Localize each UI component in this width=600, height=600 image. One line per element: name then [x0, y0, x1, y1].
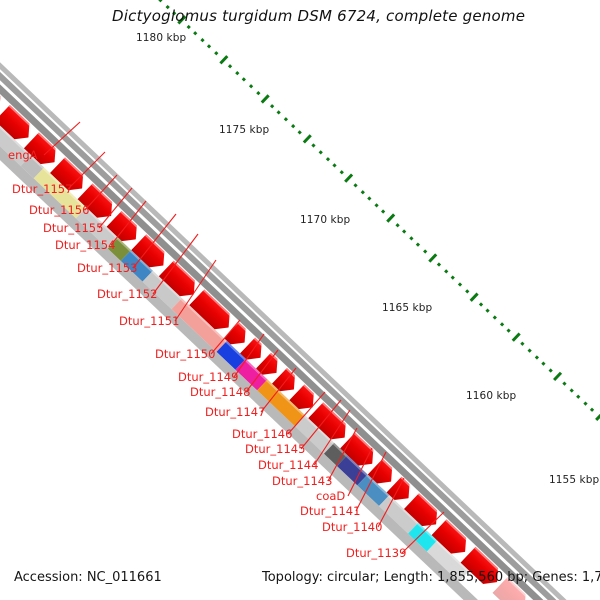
ruler-tick-minor: [541, 361, 546, 366]
gene-label[interactable]: Dtur_1140: [322, 520, 383, 534]
ruler-tick-minor: [318, 150, 323, 155]
ruler-tick-minor: [485, 308, 490, 314]
ruler-tick-minor: [228, 64, 233, 69]
ruler-tick-minor: [325, 156, 330, 162]
ruler-tick-minor: [193, 31, 198, 36]
ruler-tick-minor: [353, 183, 358, 188]
ruler-tick-minor: [290, 123, 295, 129]
ruler-tick-minor: [423, 249, 428, 254]
ruler-tick-minor: [499, 322, 504, 327]
gene-label[interactable]: Dtur_1143: [272, 474, 333, 488]
ruler-tick-minor: [569, 388, 574, 393]
gene-label[interactable]: Dtur_1157: [12, 182, 73, 196]
gene-label[interactable]: Dtur_1146: [232, 427, 293, 441]
gene-label[interactable]: Dtur_1148: [190, 385, 251, 399]
ruler-tick-major: [511, 332, 521, 342]
topology-text: Topology: circular; Length: 1,855,560 bp…: [262, 570, 600, 585]
ruler-label: 1160 kbp: [466, 390, 517, 402]
gene-label[interactable]: Dtur_1156: [29, 203, 90, 217]
ruler-tick-minor: [214, 51, 219, 56]
ruler-tick-major: [553, 371, 563, 382]
ruler-tick-minor: [464, 288, 470, 294]
gene-label[interactable]: Dtur_1144: [258, 458, 319, 472]
ruler-label: 1180 kbp: [136, 32, 187, 44]
ruler-tick-minor: [457, 282, 463, 287]
gene-label[interactable]: Dtur_1151: [119, 314, 180, 328]
ruler-tick-minor: [297, 130, 302, 135]
gene-label[interactable]: Dtur_1149: [178, 370, 239, 384]
ruler-tick-major: [469, 292, 479, 303]
ruler-label: 1175 kbp: [219, 124, 270, 136]
ruler-tick-minor: [590, 407, 595, 413]
ruler-tick-minor: [248, 84, 254, 89]
ruler-tick-minor: [450, 275, 456, 281]
ruler-tick-minor: [409, 236, 414, 241]
ruler-tick-major: [427, 253, 438, 263]
ruler-tick-minor: [235, 70, 240, 76]
ruler-tick-minor: [207, 44, 212, 49]
ruler-tick-minor: [283, 117, 289, 122]
ruler-tick-minor: [200, 37, 205, 43]
ruler-tick-minor: [436, 262, 442, 267]
ruler-tick-minor: [367, 196, 372, 201]
ruler-tick-minor: [255, 90, 261, 95]
ruler-tick-minor: [534, 355, 539, 360]
ruler-label: 1155 kbp: [549, 474, 600, 486]
ruler-tick-minor: [311, 143, 316, 148]
ruler-label: 1165 kbp: [382, 302, 433, 314]
gene-label[interactable]: Dtur_1153: [77, 261, 138, 275]
ruler-tick-major: [302, 134, 312, 144]
gene-label[interactable]: coaD: [316, 489, 346, 503]
ruler-tick-minor: [339, 170, 344, 175]
ruler-tick-major: [595, 411, 600, 421]
ruler-tick-minor: [276, 110, 282, 115]
ruler-tick-minor: [520, 341, 525, 347]
accession-text: Accession: NC_011661: [14, 570, 162, 585]
gene-label[interactable]: engA: [8, 148, 38, 162]
gene-label[interactable]: Dtur_1141: [300, 504, 361, 518]
ruler-tick-minor: [395, 222, 400, 228]
gene-label[interactable]: Dtur_1154: [55, 238, 116, 252]
ruler-tick-minor: [478, 302, 484, 307]
ruler-tick-minor: [402, 229, 407, 234]
ruler-tick-minor: [576, 394, 581, 399]
ruler-tick-minor: [506, 328, 511, 333]
gene-label[interactable]: Dtur_1150: [155, 347, 216, 361]
ruler-tick-minor: [527, 348, 532, 353]
ruler-tick-minor: [360, 189, 365, 195]
ruler-tick-minor: [269, 103, 275, 109]
ruler-tick-minor: [416, 242, 421, 247]
ruler-tick-minor: [186, 24, 191, 29]
gene-label[interactable]: Dtur_1147: [205, 405, 266, 419]
ruler-tick-major: [344, 173, 354, 184]
ruler-tick-minor: [562, 381, 567, 386]
ruler-tick-major: [260, 94, 270, 104]
ruler-tick-minor: [443, 269, 449, 274]
page-title: Dictyoglomus turgidum DSM 6724, complete…: [112, 7, 526, 25]
ruler-tick-minor: [492, 315, 497, 320]
ruler-tick-major: [219, 54, 229, 65]
ruler-label: 1170 kbp: [300, 214, 351, 226]
ruler-tick-major: [386, 213, 396, 223]
ruler-tick-minor: [242, 77, 247, 82]
gene-label[interactable]: Dtur_1145: [245, 442, 306, 456]
ruler-tick-minor: [158, 0, 163, 3]
gene-label[interactable]: Dtur_1155: [43, 221, 104, 235]
gene-label[interactable]: Dtur_1139: [346, 546, 407, 560]
ruler-tick-minor: [583, 401, 588, 406]
ruler-tick-minor: [332, 163, 337, 168]
ruler-tick-minor: [548, 368, 553, 373]
ruler-tick-minor: [374, 203, 379, 208]
gene-label[interactable]: Dtur_1152: [97, 287, 158, 301]
ruler-tick-minor: [381, 209, 386, 214]
